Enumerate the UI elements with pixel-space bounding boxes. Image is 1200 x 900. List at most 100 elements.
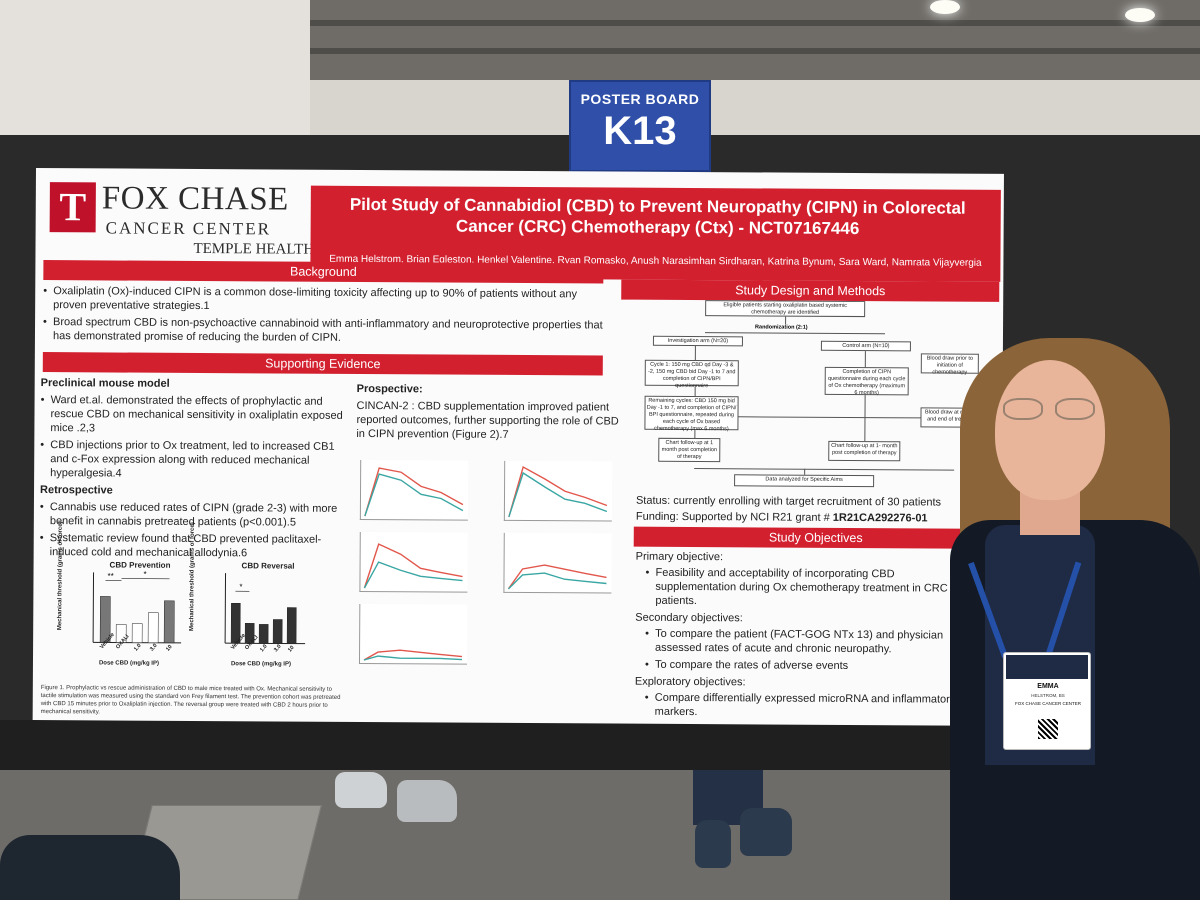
logo: T FOX CHASE CANCER CENTER TEMPLE HEALTH (45, 178, 314, 260)
flow-eligible: Eligible patients starting oxaliplatin b… (705, 300, 866, 318)
flow-line (804, 468, 806, 475)
figure-2-panel (503, 532, 612, 594)
cbd-reversal-chart: CBD Reversal * Mechanical threshold (gra… (189, 522, 316, 672)
sign-label: POSTER BOARD (580, 91, 700, 107)
exploratory-heading: Exploratory objectives: (634, 675, 746, 689)
y-axis-label: Mechanical threshold (grams of force) (57, 521, 64, 631)
logo-parent: TEMPLE HEALTH (193, 240, 315, 258)
prospective-text: CINCAN-2 : CBD supplementation improved … (356, 399, 619, 441)
bar (286, 607, 297, 644)
flow-followup-1: Chart follow-up at 1 month post completi… (658, 437, 721, 463)
sign-number: K13 (603, 109, 677, 153)
background-text: Oxaliplatin (Ox)-induced CIPN is a commo… (43, 284, 613, 349)
ceiling-beam (300, 20, 1200, 26)
sig-marker: * (239, 582, 242, 591)
figure-2-panel (358, 603, 468, 665)
figure-1-caption: Figure 1. Prophylactic vs rescue adminis… (40, 685, 341, 716)
objectives-heading: Study Objectives (633, 526, 998, 549)
flow-randomization: Randomization (2:1) (755, 324, 808, 331)
sig-marker: ** (107, 571, 113, 580)
flowchart: Eligible patients starting oxaliplatin b… (644, 300, 995, 492)
badge-name: EMMA (1037, 683, 1059, 690)
evidence-heading: Supporting Evidence (42, 352, 603, 376)
flow-followup-2: Chart follow-up at 1- month post complet… (828, 440, 901, 462)
figure-2-caption (355, 670, 625, 672)
panel-svg (508, 465, 608, 518)
objectives-text: Primary objective: Feasibility and accep… (635, 550, 976, 724)
flow-control: Control arm (N=10) (820, 340, 911, 352)
bar (163, 600, 175, 644)
secondary-heading: Secondary objectives: (635, 611, 743, 625)
sig-marker: * (143, 570, 146, 579)
y-axis-label: Mechanical threshold (grams of force) (189, 522, 196, 631)
secondary-bullet: To compare the rates of adverse events (645, 658, 975, 674)
badge-org: FOX CHASE CANCER CENTER (1014, 701, 1081, 706)
x-axis-label: Dose CBD (mg/kg IP) (230, 661, 292, 668)
reversal-svg: * (224, 573, 306, 645)
shoe (335, 772, 387, 808)
ceiling-light (1125, 8, 1155, 22)
bag (0, 835, 180, 900)
preclinical-heading: Preclinical mouse model (40, 377, 170, 390)
figure-2-panel (359, 459, 469, 521)
flow-cycle-1: Cycle 1: 150 mg CBD qd Day -3 & -2, 150 … (644, 359, 739, 389)
primary-bullet: Feasibility and acceptability of incorpo… (645, 566, 975, 610)
bar (244, 623, 255, 644)
ceiling-light (930, 0, 960, 14)
flow-completion: Completion of CIPN questionnaire during … (824, 366, 909, 396)
flow-analyzed: Data analyzed for Specific Aims (734, 474, 875, 488)
evidence-right: Prospective: CINCAN-2 : CBD supplementat… (356, 382, 628, 443)
bar (147, 612, 159, 644)
temple-logo-icon: T (49, 182, 96, 233)
flow-line (785, 316, 787, 325)
shoe (397, 780, 457, 822)
funding-grant: 1R21CA292276-01 (832, 511, 928, 525)
name-badge: EMMA HELSTROM, BS FOX CHASE CANCER CENTE… (1003, 652, 1091, 750)
figure-2-panel (503, 460, 613, 522)
secondary-bullet: To compare the patient (FACT-GOG NTx 13)… (645, 627, 975, 657)
flow-line (694, 468, 955, 471)
prevention-svg: ** * (92, 570, 182, 644)
primary-heading: Primary objective: (635, 550, 724, 564)
shoe (740, 808, 792, 856)
ceiling-beam (300, 48, 1200, 54)
flow-remaining: Remaining cycles: CBD 150 mg bid Day -1 … (644, 395, 739, 432)
design-heading: Study Design and Methods (621, 279, 1000, 302)
funding-line: Funding: Supported by NCI R21 grant # 1R… (636, 510, 996, 526)
flow-line (705, 332, 886, 335)
logo-name: FOX CHASE (101, 180, 289, 218)
glasses-icon (1003, 398, 1099, 422)
flow-investigation: Investigation arm (N=20) (652, 335, 743, 347)
background-bullet: Oxaliplatin (Ox)-induced CIPN is a commo… (43, 284, 613, 315)
status-text: Status: currently enrolling with target … (635, 494, 942, 509)
background-bullet: Broad spectrum CBD is non-psychoactive c… (43, 315, 613, 346)
panel-svg (363, 649, 463, 661)
shoe (695, 820, 731, 868)
flow-blood-draw-1: Blood draw prior to initiation of chemot… (920, 353, 979, 376)
bar (258, 624, 269, 644)
left-wall (0, 0, 310, 140)
bar (99, 596, 111, 643)
badge-header (1006, 655, 1088, 679)
figure-2-panel (359, 531, 468, 593)
poster-board-sign: POSTER BOARD K13 (569, 80, 711, 172)
poster: T FOX CHASE CANCER CENTER TEMPLE HEALTH … (32, 168, 1004, 726)
flow-line (694, 430, 696, 439)
qr-code-icon (1038, 719, 1058, 739)
flow-line (694, 386, 696, 397)
panel-svg (507, 564, 607, 590)
background-heading: Background (43, 260, 604, 284)
bar (115, 624, 127, 643)
exploratory-bullet: Compare differentially expressed microRN… (645, 691, 975, 721)
preclinical-bullet: CBD injections prior to Ox treatment, le… (40, 438, 350, 482)
bar (272, 619, 283, 644)
bar (131, 623, 143, 643)
prospective-heading: Prospective: (356, 382, 423, 396)
panel-svg (364, 467, 464, 517)
retrospective-heading: Retrospective (39, 484, 113, 497)
preclinical-bullet: Ward et.al. demonstrated the effects of … (40, 393, 350, 437)
x-axis-label: Dose CBD (mg/kg IP) (98, 660, 160, 667)
flow-line (738, 416, 921, 419)
badge-credentials: HELSTROM, BS (1031, 693, 1065, 698)
bar (230, 602, 241, 644)
